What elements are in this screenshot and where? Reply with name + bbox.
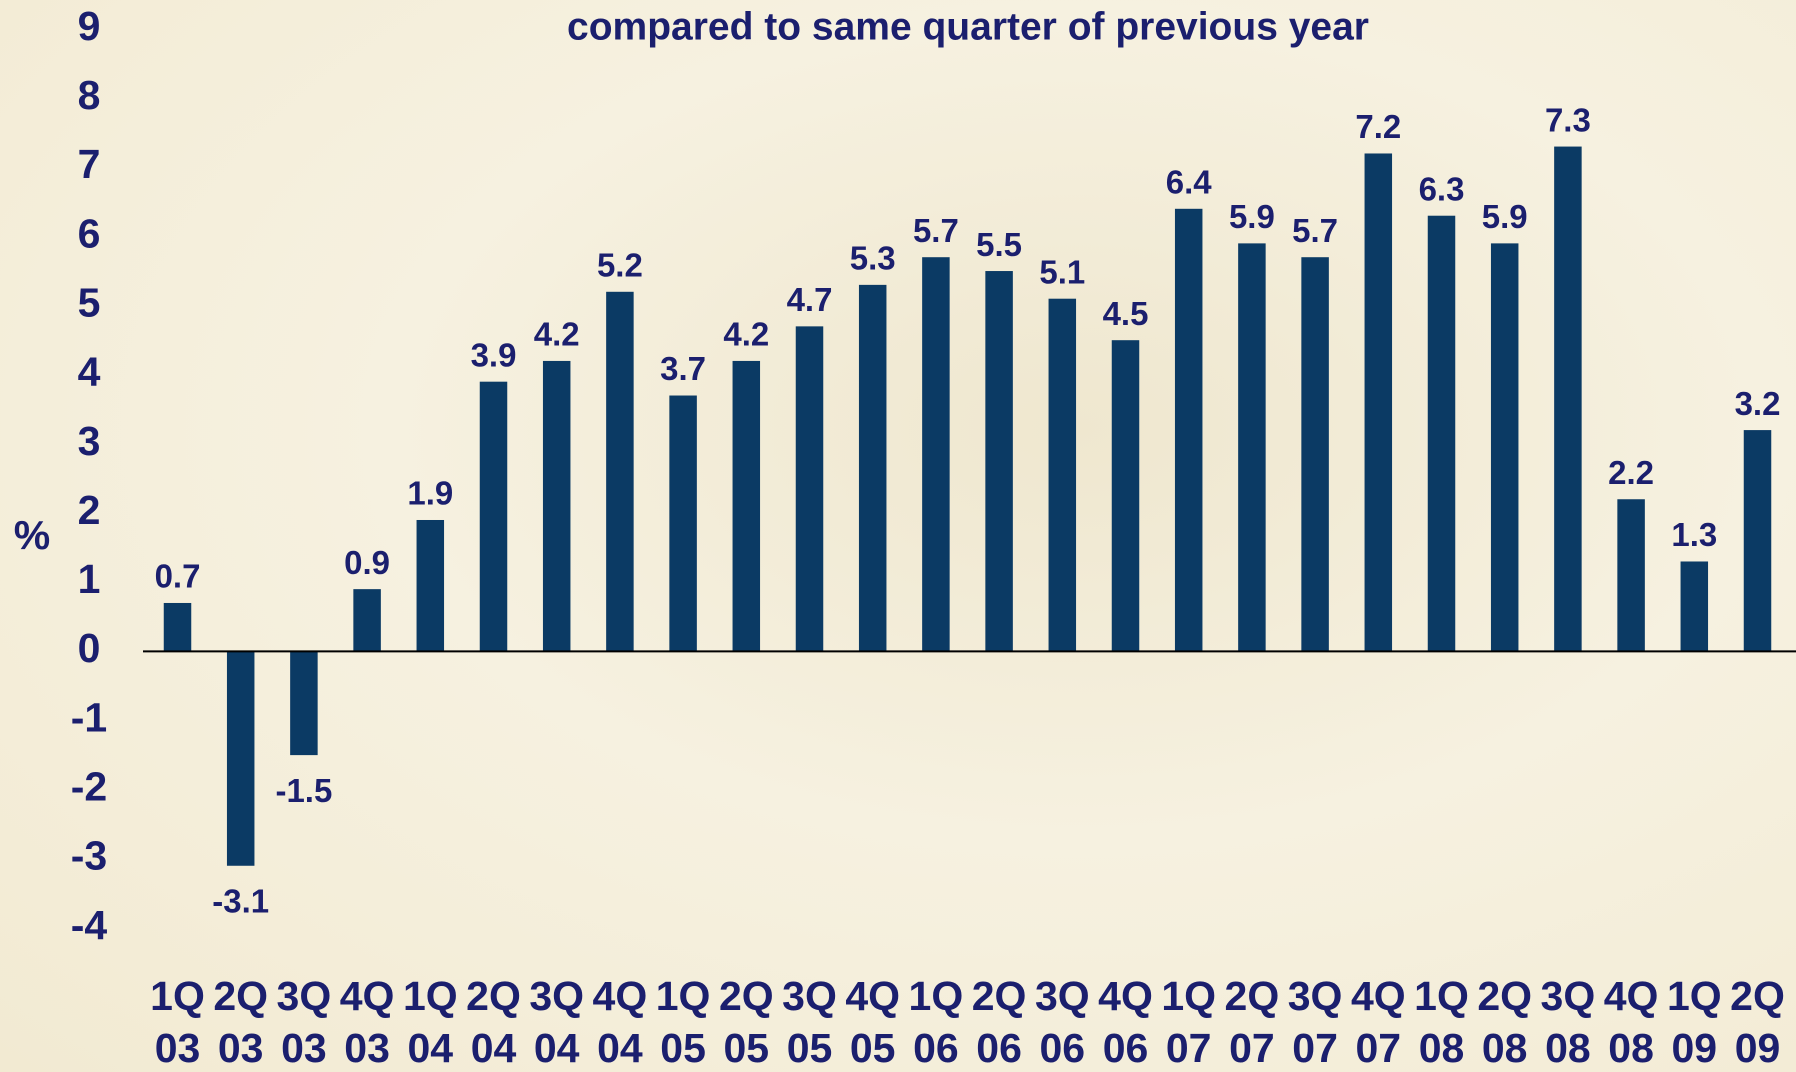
bar — [164, 603, 192, 651]
bar — [796, 326, 824, 651]
chart-page: compared to same quarter of previous yea… — [0, 0, 1796, 1072]
y-tick-label: -1 — [71, 694, 107, 740]
bar — [417, 520, 445, 651]
y-tick-label: 7 — [78, 141, 101, 187]
bar — [1491, 243, 1519, 651]
bar — [1049, 299, 1077, 652]
value-label: 6.3 — [1419, 170, 1465, 207]
value-label: 0.7 — [155, 558, 201, 595]
value-label: 4.5 — [1103, 295, 1149, 332]
bar — [1112, 340, 1140, 651]
bar — [1175, 209, 1203, 652]
bar — [859, 285, 887, 652]
bar — [480, 382, 508, 652]
value-label: 3.9 — [471, 336, 517, 373]
value-label: 2.2 — [1608, 454, 1654, 491]
value-label: 3.2 — [1735, 385, 1781, 422]
bar — [1617, 499, 1645, 651]
y-tick-label: 1 — [78, 556, 101, 602]
chart: compared to same quarter of previous yea… — [0, 0, 1796, 1072]
bar — [543, 361, 571, 651]
value-label: 5.5 — [976, 226, 1022, 263]
value-label: 5.9 — [1482, 198, 1528, 235]
y-tick-label: -3 — [71, 833, 107, 879]
value-label: 5.9 — [1229, 198, 1275, 235]
value-label: 0.9 — [344, 544, 390, 581]
value-label: 7.2 — [1355, 108, 1401, 145]
value-label: 4.2 — [723, 316, 769, 353]
bar — [1238, 243, 1266, 651]
bar — [1428, 216, 1456, 652]
y-tick-label: 6 — [78, 210, 101, 256]
value-label: 3.7 — [660, 350, 706, 387]
y-tick-label: 9 — [78, 3, 101, 49]
value-label: -1.5 — [275, 772, 332, 809]
y-tick-label: 2 — [78, 487, 101, 533]
value-label: 5.2 — [597, 247, 643, 284]
chart-title: compared to same quarter of previous yea… — [567, 5, 1369, 48]
y-tick-label: 4 — [78, 349, 101, 395]
value-label: 5.7 — [1292, 212, 1338, 249]
value-label: 5.3 — [850, 240, 896, 277]
bar — [1365, 153, 1393, 651]
value-label: 7.3 — [1545, 101, 1591, 138]
value-label: 1.9 — [407, 475, 453, 512]
bar — [1554, 147, 1582, 652]
bar — [290, 651, 318, 755]
y-tick-label: 8 — [78, 72, 101, 118]
value-label: 4.2 — [534, 316, 580, 353]
y-tick-label: 0 — [78, 625, 101, 671]
y-tick-label: 5 — [78, 279, 101, 325]
bar — [1681, 561, 1709, 651]
bar — [227, 651, 255, 865]
bar — [606, 292, 634, 652]
bar — [733, 361, 761, 651]
value-label: 4.7 — [787, 281, 833, 318]
y-tick-label: 3 — [78, 418, 101, 464]
value-label: -3.1 — [212, 882, 269, 919]
bar — [669, 396, 697, 652]
y-axis-label: % — [14, 512, 50, 558]
bar — [1744, 430, 1772, 651]
bar — [985, 271, 1013, 651]
value-label: 1.3 — [1671, 516, 1717, 553]
y-tick-label: -2 — [71, 764, 107, 810]
value-label: 5.7 — [913, 212, 959, 249]
y-tick-label: -4 — [71, 902, 108, 948]
bar — [922, 257, 950, 651]
bar — [353, 589, 381, 651]
x-tick-label: 2Q 09 — [1718, 970, 1796, 1072]
bar — [1301, 257, 1329, 651]
value-label: 6.4 — [1166, 164, 1213, 201]
value-label: 5.1 — [1039, 253, 1085, 290]
